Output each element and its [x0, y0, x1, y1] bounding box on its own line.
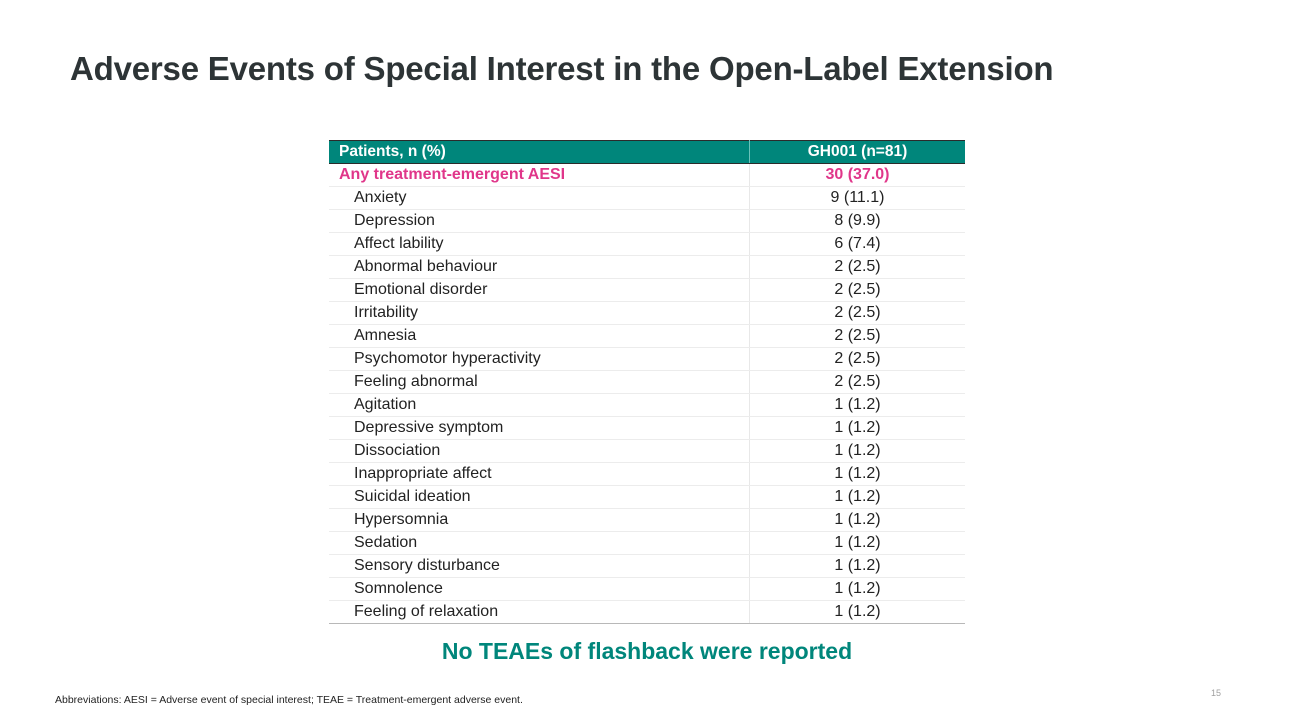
event-name: Anxiety — [329, 186, 750, 210]
event-count: 2 (2.5) — [749, 278, 965, 302]
event-count: 8 (9.9) — [749, 209, 965, 233]
event-name: Emotional disorder — [329, 278, 750, 302]
table-row: Anxiety 9 (11.1) — [329, 186, 965, 210]
total-value: 30 (37.0) — [749, 163, 965, 187]
table-row: Feeling of relaxation 1 (1.2) — [329, 600, 965, 624]
event-count: 1 (1.2) — [749, 531, 965, 555]
event-count: 1 (1.2) — [749, 508, 965, 532]
event-count: 1 (1.2) — [749, 439, 965, 463]
table-row: Hypersomnia 1 (1.2) — [329, 508, 965, 532]
event-name: Agitation — [329, 393, 750, 417]
aesi-table: Patients, n (%) GH001 (n=81) Any treatme… — [329, 140, 965, 624]
abbreviations-footnote: Abbreviations: AESI = Adverse event of s… — [55, 694, 523, 706]
event-count: 1 (1.2) — [749, 485, 965, 509]
event-count: 1 (1.2) — [749, 577, 965, 601]
table-row: Psychomotor hyperactivity 2 (2.5) — [329, 347, 965, 371]
table-row: Agitation 1 (1.2) — [329, 393, 965, 417]
table-row: Dissociation 1 (1.2) — [329, 439, 965, 463]
event-name: Abnormal behaviour — [329, 255, 750, 279]
event-count: 1 (1.2) — [749, 554, 965, 578]
event-name: Somnolence — [329, 577, 750, 601]
total-label: Any treatment-emergent AESI — [329, 163, 750, 187]
table-row: Inappropriate affect 1 (1.2) — [329, 462, 965, 486]
event-count: 1 (1.2) — [749, 393, 965, 417]
event-count: 2 (2.5) — [749, 301, 965, 325]
event-count: 9 (11.1) — [749, 186, 965, 210]
table-row: Feeling abnormal 2 (2.5) — [329, 370, 965, 394]
event-name: Irritability — [329, 301, 750, 325]
event-name: Depressive symptom — [329, 416, 750, 440]
event-name: Suicidal ideation — [329, 485, 750, 509]
table-row: Suicidal ideation 1 (1.2) — [329, 485, 965, 509]
event-count: 2 (2.5) — [749, 347, 965, 371]
flashback-callout: No TEAEs of flashback were reported — [441, 638, 853, 664]
table-row: Amnesia 2 (2.5) — [329, 324, 965, 348]
event-count: 6 (7.4) — [749, 232, 965, 256]
event-name: Amnesia — [329, 324, 750, 348]
header-gh001: GH001 (n=81) — [749, 140, 965, 164]
event-name: Feeling abnormal — [329, 370, 750, 394]
total-row: Any treatment-emergent AESI 30 (37.0) — [329, 163, 965, 187]
event-count: 1 (1.2) — [749, 600, 965, 624]
event-name: Depression — [329, 209, 750, 233]
table-row: Affect lability 6 (7.4) — [329, 232, 965, 256]
table-row: Emotional disorder 2 (2.5) — [329, 278, 965, 302]
event-name: Inappropriate affect — [329, 462, 750, 486]
event-count: 1 (1.2) — [749, 462, 965, 486]
table-row: Depressive symptom 1 (1.2) — [329, 416, 965, 440]
event-name: Affect lability — [329, 232, 750, 256]
table-row: Depression 8 (9.9) — [329, 209, 965, 233]
table-row: Somnolence 1 (1.2) — [329, 577, 965, 601]
event-count: 2 (2.5) — [749, 324, 965, 348]
event-name: Sensory disturbance — [329, 554, 750, 578]
event-count: 1 (1.2) — [749, 416, 965, 440]
page-number: 15 — [1211, 688, 1222, 698]
event-name: Psychomotor hyperactivity — [329, 347, 750, 371]
table-header-row: Patients, n (%) GH001 (n=81) — [329, 140, 965, 164]
table-row: Irritability 2 (2.5) — [329, 301, 965, 325]
event-count: 2 (2.5) — [749, 370, 965, 394]
table-row: Sedation 1 (1.2) — [329, 531, 965, 555]
event-count: 2 (2.5) — [749, 255, 965, 279]
event-name: Feeling of relaxation — [329, 600, 750, 624]
header-patients: Patients, n (%) — [329, 140, 750, 164]
event-name: Hypersomnia — [329, 508, 750, 532]
table-row: Abnormal behaviour 2 (2.5) — [329, 255, 965, 279]
event-name: Dissociation — [329, 439, 750, 463]
event-name: Sedation — [329, 531, 750, 555]
table-row: Sensory disturbance 1 (1.2) — [329, 554, 965, 578]
slide-title: Adverse Events of Special Interest in th… — [70, 50, 1054, 87]
